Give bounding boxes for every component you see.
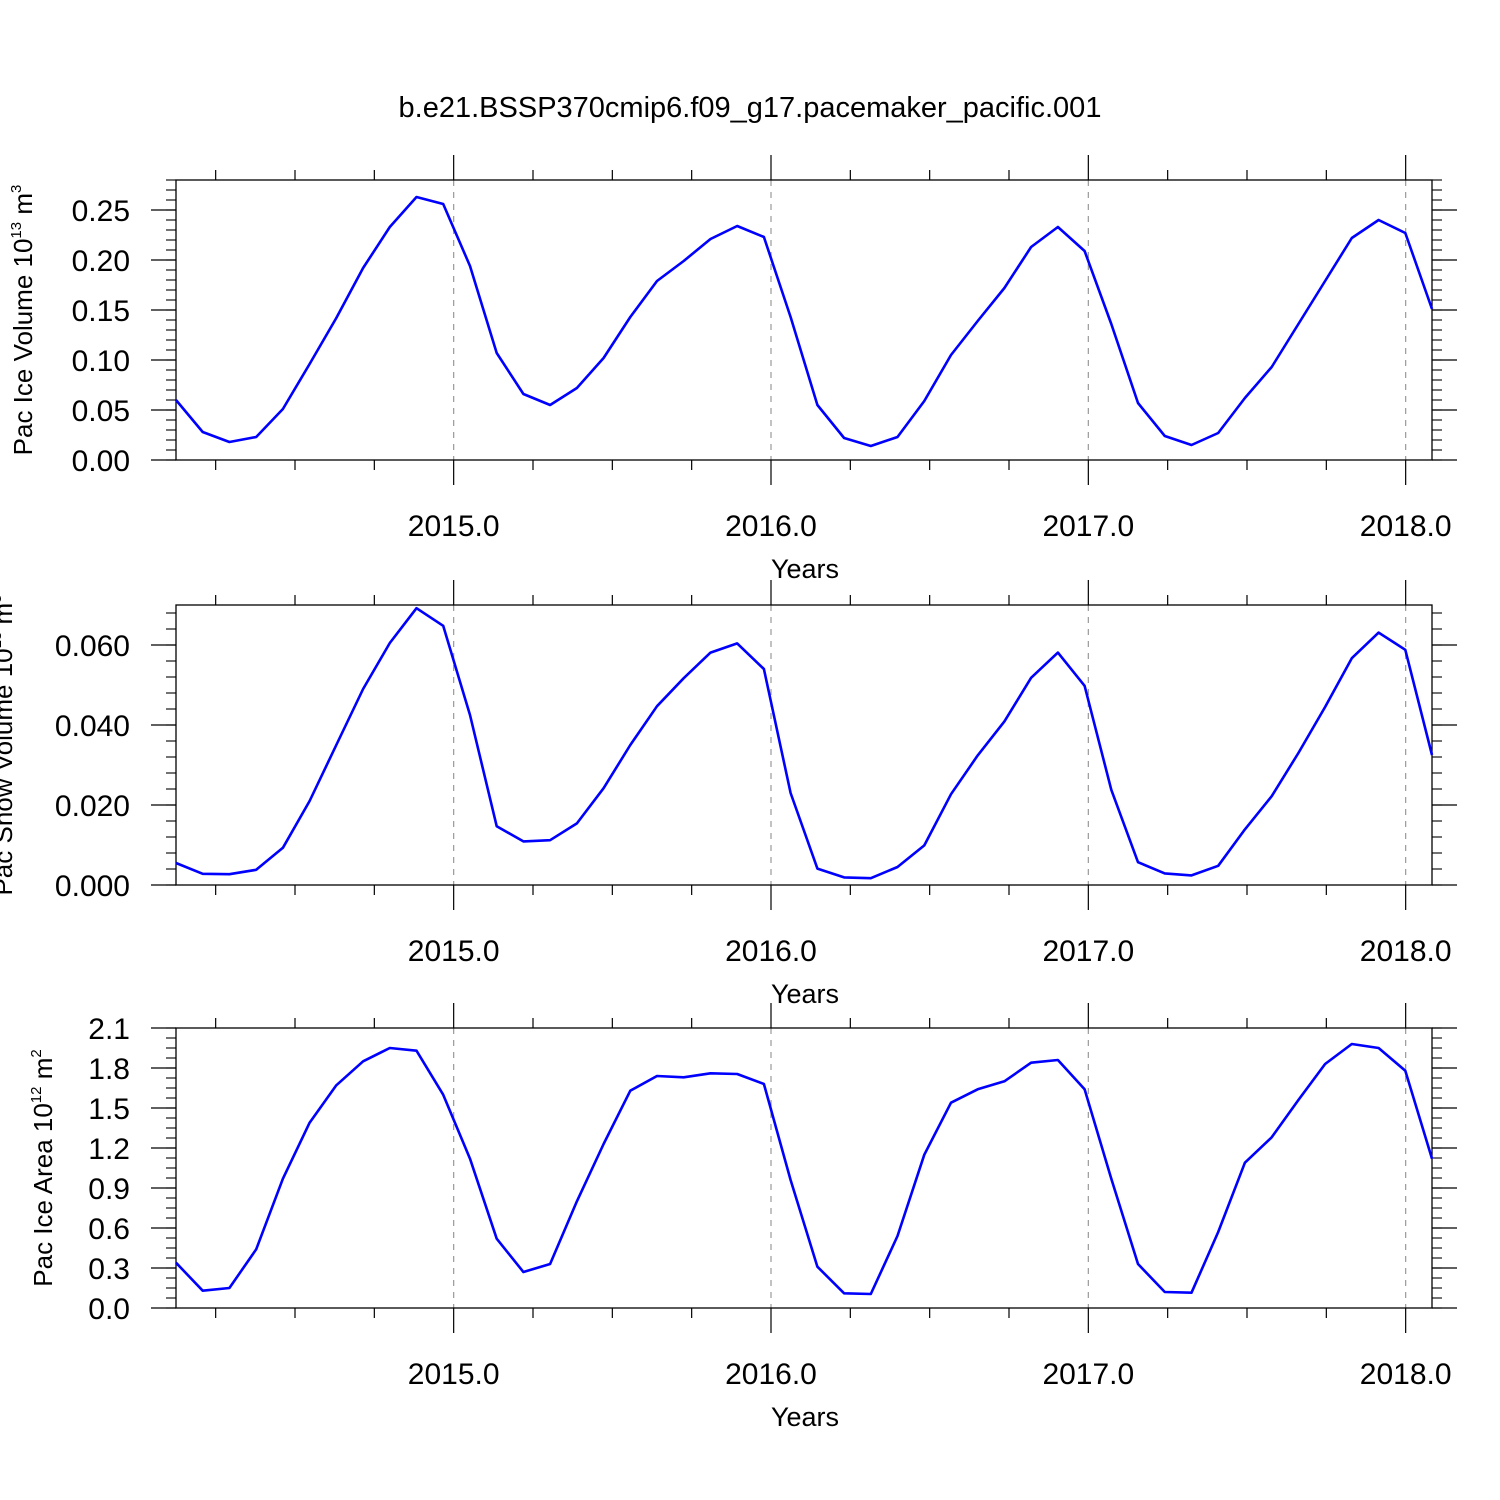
y-axis-label-unit-exp: 3 [8,185,25,193]
x-tick-label: 2016.0 [725,1358,817,1391]
y-tick-label: 0.6 [88,1213,130,1246]
y-tick-label: 0.3 [88,1253,130,1286]
y-tick-label: 0.25 [72,195,130,228]
x-axis-label: Years [771,1402,839,1432]
x-tick-label: 2017.0 [1042,1358,1134,1391]
y-axis-label-exp: 13 [8,222,25,239]
x-tick-label: 2018.0 [1360,1358,1452,1391]
y-axis-label: Pac Snow Volume 1013 m3 [0,594,18,895]
x-tick-label: 2018.0 [1360,935,1452,968]
y-axis-label-unit: m [8,193,38,222]
y-tick-label: 2.1 [88,1013,130,1046]
y-axis-label-exp: 13 [0,632,5,649]
y-tick-label: 0.0 [88,1293,130,1326]
y-tick-label: 0.9 [88,1173,130,1206]
y-tick-label: 0.10 [72,345,130,378]
panel-1: 0.00 0.05 0.10 0.15 0.20 0.25 2015.0 2016.0 2017… [8,155,1457,584]
y-tick-label: 0.15 [72,295,130,328]
y-axis-label-unit: m [28,1058,58,1087]
y-axis-label-unit-exp: 2 [28,1049,45,1057]
y-axis-label-unit: m [0,603,18,632]
x-tick-label: 2017.0 [1042,510,1134,543]
y-axis-label-main: Pac Ice Area 10 [28,1103,58,1287]
y-axis-label-main: Pac Snow Volume 10 [0,648,18,895]
plot-frame [175,604,1433,886]
x-tick-label: 2015.0 [408,510,500,543]
y-tick-label: 1.5 [88,1093,130,1126]
y-axis-label: Pac Ice Area 1012 m2 [28,1049,58,1286]
y-tick-label: 0.00 [72,445,130,478]
y-axis-label: Pac Ice Volume 1013 m3 [8,185,38,456]
y-axis-label-main: Pac Ice Volume 10 [8,239,38,456]
y-axis-label-exp: 12 [28,1086,45,1103]
series-line [175,606,1434,880]
y-tick-label: 0.20 [72,245,130,278]
y-tick-label: 0.05 [72,395,130,428]
y-tick-label: 1.8 [88,1053,130,1086]
y-tick-label: 0.000 [55,870,130,903]
y-tick-label: 0.060 [55,630,130,663]
x-tick-label: 2016.0 [725,510,817,543]
series-line [175,1042,1434,1296]
x-tick-label: 2015.0 [408,935,500,968]
x-axis-label: Years [771,554,839,584]
y-tick-label: 1.2 [88,1133,130,1166]
x-tick-label: 2015.0 [408,1358,500,1391]
x-tick-label: 2017.0 [1042,935,1134,968]
x-axis-label: Years [771,979,839,1009]
figure-title: b.e21.BSSP370cmip6.f09_g17.pacemaker_pac… [399,92,1102,124]
plot-frame [175,179,1433,461]
panel-2: 0.000 0.020 0.040 0.060 2015.0 2016.0 2017.0 20… [0,580,1457,1009]
y-axis-label-unit-exp: 3 [0,594,5,602]
y-tick-label: 0.040 [55,710,130,743]
x-tick-label: 2016.0 [725,935,817,968]
y-tick-label: 0.020 [55,790,130,823]
panel-3: 0.0 0.3 0.6 0.9 1.2 1.5 1.8 2.1 2015.0 2016.0 2017… [28,1003,1457,1432]
x-tick-label: 2018.0 [1360,510,1452,543]
series-line [175,195,1434,448]
